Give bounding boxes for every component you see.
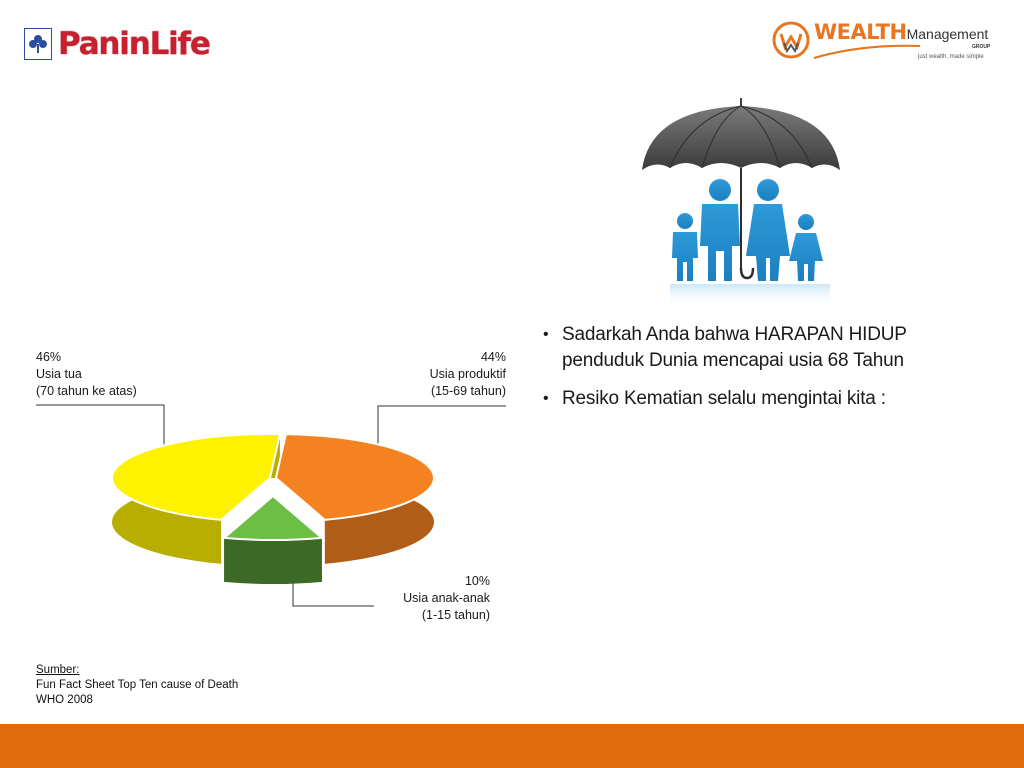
bullet-text: Resiko Kematian selalu mengintai kita : [562,388,886,409]
footer-bar [0,724,1024,768]
bullet-list: • Sadarkah Anda bahwa HARAPAN HIDUP pendu… [542,322,982,424]
pie-slice-usia-tua [111,433,282,521]
slice-percent-label: 46% [36,350,61,364]
wealth-wordmark: WEALTHManagement [814,20,988,44]
label-usia-tua: 46% Usia tua (70 tahun ke atas) [36,350,137,398]
management-word: Management [906,26,989,42]
slice-percent-label: 44% [481,350,506,364]
bullet-item: • Resiko Kematian selalu mengintai kita : [542,386,982,412]
group-label: GROUP [972,44,991,50]
leader-line-usia-tua [36,404,165,446]
slice-range-label: (15-69 tahun) [431,384,506,398]
tagline: just wealth, made simple [918,54,984,60]
slice-range-label: (70 tahun ke atas) [36,384,137,398]
source-title: Sumber: [36,664,80,676]
wm-monogram-icon [772,21,810,59]
umbrella-family-icon [642,98,840,308]
wealth-management-logo: WEALTHManagement GROUP just wealth, made… [772,20,1002,66]
bullet-dot: • [543,390,549,407]
swoosh-decoration [813,44,921,59]
label-usia-anak-anak: 10% Usia anak-anak (1-15 tahun) [403,574,491,622]
pie-slice-usia-anak-anak [221,494,325,541]
slice-range-label: (1-15 tahun) [422,608,490,622]
slice-name-label: Usia anak-anak [403,591,491,605]
slice-percent-label: 10% [465,574,490,588]
bullet-item: • Sadarkah Anda bahwa HARAPAN HIDUP pendu… [542,322,982,374]
paninlife-brand-text: PaninLife [58,25,211,62]
pie-chart: 46% Usia tua (70 tahun ke atas) 44% Usia… [36,350,507,622]
pie-slice-usia-produktif [274,433,435,521]
leader-line-usia-produktif [377,405,506,446]
bullet-dot: • [543,326,549,343]
paninlife-logo: PaninLife [24,25,211,62]
slice-name-label: Usia produktif [430,367,507,381]
source-note: Sumber: Fun Fact Sheet Top Ten cause of … [36,663,238,708]
bullet-text: Sadarkah Anda bahwa HARAPAN HIDUP pendud… [562,324,907,371]
clover-icon [24,28,52,60]
slice-name-label: Usia tua [36,367,82,381]
wealth-word: WEALTH [814,20,907,44]
source-line: WHO 2008 [36,694,93,706]
label-usia-produktif: 44% Usia produktif (15-69 tahun) [430,350,507,398]
source-line: Fun Fact Sheet Top Ten cause of Death [36,679,239,691]
